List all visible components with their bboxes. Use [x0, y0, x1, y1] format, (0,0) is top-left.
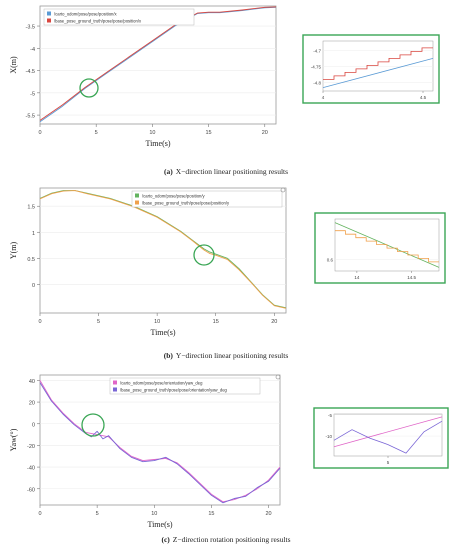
plot-area	[39, 5, 277, 125]
y-tick-label: 0	[32, 422, 35, 428]
x-tick-label: 5	[97, 319, 100, 325]
inset-series-line-1	[323, 47, 433, 80]
x-axis-label: Time(s)	[145, 139, 170, 148]
y-axis-label: Yaw(°)	[9, 428, 18, 451]
caption-text: X−direction linear positioning results	[176, 167, 288, 176]
panel-2: 40 20 0 -20 -40 -60 0 5 10 15 20 Time(s) Yaw(°) /cart…	[9, 374, 449, 544]
x-tick-label: 20	[266, 511, 272, 517]
inset-series-line-0	[322, 58, 434, 88]
y-tick-label: -60	[27, 487, 35, 493]
legend-entry: /carto_odom/pose/pose/orientation/yaw_de…	[120, 381, 203, 386]
x-tick-label: 15	[206, 130, 212, 136]
inset-y-tick-label: -10	[325, 434, 332, 439]
x-tick-label: 5	[95, 130, 98, 136]
x-tick-label: 20	[271, 319, 277, 325]
caption-label: (c)	[161, 535, 170, 544]
legend-box	[131, 190, 283, 208]
legend-entry: /carto_odom/pose/pose/position/x	[54, 12, 118, 17]
inset-x-tick-label: 4.5	[420, 95, 427, 100]
inset-x-tick-label: 14	[354, 275, 360, 280]
inset-series-line-1	[333, 420, 443, 454]
panel-1: 1.5 1 0.5 0 0 5 10 15 20 Time(s) Y(m) /carto_odom/p…	[9, 187, 446, 360]
plot-area	[39, 374, 281, 506]
y-tick-label: -4.5	[26, 69, 35, 75]
y-tick-label: -3.5	[26, 25, 35, 31]
legend-box	[109, 377, 261, 395]
zoom-highlight-circle	[79, 78, 99, 98]
y-tick-label: 0	[32, 283, 35, 289]
inset-x-tick-label: 4	[322, 95, 325, 100]
y-tick-label: 0.5	[27, 257, 35, 263]
inset-y-tick-label: -5	[328, 413, 332, 418]
inset-series-line-0	[333, 416, 443, 448]
legend-entry: /carto_odom/pose/pose/position/y	[142, 194, 206, 199]
caption-label: (b)	[164, 351, 174, 360]
inset-x-tick-label: 14.5	[407, 275, 416, 280]
plot-area	[39, 187, 287, 314]
inset-x-tick-label: 5	[387, 460, 390, 465]
legend-entry: /base_pose_ground_truth/pose/pose/positi…	[54, 19, 142, 24]
x-tick-label: 5	[96, 511, 99, 517]
inset-plot-area	[333, 413, 443, 457]
inset-series-line-1	[335, 230, 439, 263]
x-tick-label: 20	[262, 130, 268, 136]
y-axis-label: Y(m)	[9, 242, 18, 260]
caption-label: (a)	[164, 167, 173, 176]
legend-box	[43, 8, 195, 26]
x-tick-label: 0	[38, 319, 41, 325]
legend-swatch	[47, 18, 51, 23]
x-tick-label: 10	[151, 511, 157, 517]
x-tick-label: 0	[38, 511, 41, 517]
x-axis-label: Time(s)	[150, 328, 175, 337]
legend-entry: /base_pose_ground_truth/pose/pose/orient…	[120, 388, 228, 393]
panel-0: -3.5 -4 -4.5 -5 -5.5 0 5 10 15 20 Time(s) X(m) /cart…	[9, 5, 440, 176]
figure-caption: (a) X−direction linear positioning result…	[164, 167, 288, 176]
inset-y-tick-label: -4.75	[311, 64, 322, 69]
legend-entry: /base_pose_ground_truth/pose/pose/positi…	[142, 201, 230, 206]
x-axis-label: Time(s)	[147, 520, 172, 529]
inset-y-tick-label: 0.6	[327, 257, 334, 262]
y-tick-label: -20	[27, 444, 35, 450]
y-tick-label: 20	[29, 401, 35, 407]
caption-text: Y−direction linear positioning results	[176, 351, 288, 360]
y-tick-label: 40	[29, 379, 35, 385]
caption-text: Z−direction rotation positioning results	[173, 535, 291, 544]
x-tick-label: 10	[154, 319, 160, 325]
legend-swatch	[113, 380, 117, 385]
y-tick-label: -40	[27, 466, 35, 472]
x-tick-label: 10	[149, 130, 155, 136]
legend-swatch	[135, 193, 139, 198]
y-tick-label: -4	[30, 47, 35, 53]
figure-caption: (c) Z−direction rotation positioning resu…	[161, 535, 290, 544]
y-tick-label: 1.5	[27, 205, 35, 211]
inset-y-tick-label: -4.8	[313, 81, 321, 86]
series-line-0	[39, 6, 277, 123]
window-handle-icon	[275, 374, 281, 380]
zoom-highlight-circle	[193, 244, 215, 266]
inset-y-tick-label: -4.7	[313, 48, 321, 53]
window-handle-icon	[280, 187, 286, 193]
figure-caption: (b) Y−direction linear positioning result…	[164, 351, 289, 360]
x-tick-label: 0	[38, 130, 41, 136]
y-axis-label: X(m)	[9, 56, 18, 74]
series-line-1	[39, 190, 287, 309]
zoom-highlight-circle	[81, 413, 105, 437]
legend-swatch	[113, 387, 117, 392]
legend-swatch	[47, 11, 51, 16]
x-tick-label: 15	[213, 319, 219, 325]
y-tick-label: -5	[30, 91, 35, 97]
y-tick-label: 1	[32, 231, 35, 237]
legend-swatch	[135, 200, 139, 205]
x-tick-label: 15	[208, 511, 214, 517]
y-tick-label: -5.5	[26, 114, 35, 120]
